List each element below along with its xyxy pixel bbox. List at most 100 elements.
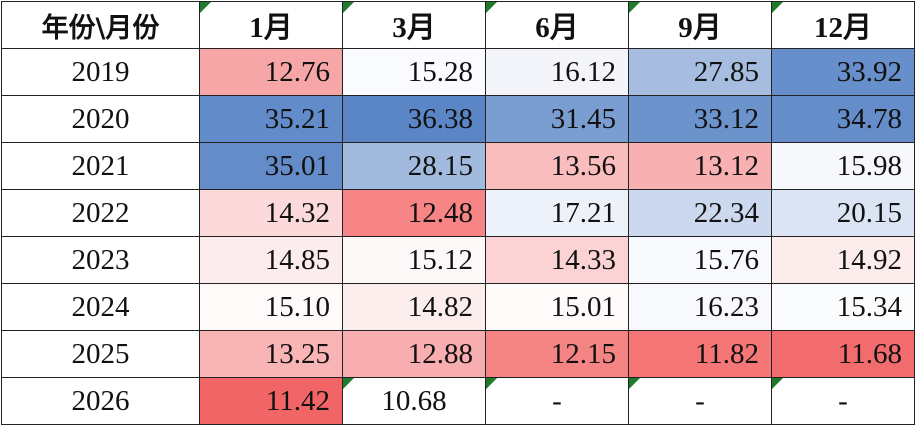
cell-value: 33.12 xyxy=(693,102,759,135)
table-cell[interactable]: 27.85 xyxy=(628,48,772,96)
row-year-label: 2024 xyxy=(1,283,200,331)
cell-value: 11.42 xyxy=(265,384,330,417)
table-cell[interactable]: 36.38 xyxy=(342,95,486,143)
table-row: 2023 14.85 15.12 14.33 15.76 14.92 xyxy=(1,236,915,284)
cell-value: 13.25 xyxy=(264,337,330,370)
cell-value: 15.10 xyxy=(264,290,330,323)
cell-value: 34.78 xyxy=(836,102,902,135)
data-table: 年份\月份 1月 3月 6月 9月 12月 2019 12.76 15.28 16.1… xyxy=(1,1,915,425)
table-cell[interactable]: 16.23 xyxy=(628,283,772,331)
table-cell[interactable]: 13.12 xyxy=(628,142,772,190)
table-cell[interactable]: 14.82 xyxy=(342,283,486,331)
table-cell[interactable]: 15.76 xyxy=(628,236,772,284)
table-row: 2019 12.76 15.28 16.12 27.85 33.92 xyxy=(1,48,915,96)
table-cell[interactable]: 34.78 xyxy=(771,95,915,143)
cell-value: 15.28 xyxy=(407,55,473,88)
cell-value: 16.12 xyxy=(550,55,616,88)
table-row: 2026 11.42 10.68 - - - xyxy=(1,377,915,425)
table-cell[interactable]: 15.10 xyxy=(199,283,343,331)
row-year-label: 2021 xyxy=(1,142,200,190)
corner-header: 年份\月份 xyxy=(1,1,200,49)
table-cell[interactable]: 16.12 xyxy=(485,48,629,96)
table-cell[interactable]: 13.25 xyxy=(199,330,343,378)
cell-value: 15.34 xyxy=(836,290,902,323)
cell-value: 14.32 xyxy=(264,196,330,229)
table-cell[interactable]: 35.01 xyxy=(199,142,343,190)
table-cell[interactable]: 11.82 xyxy=(628,330,772,378)
cell-value: 17.21 xyxy=(550,196,616,229)
cell-value: 15.12 xyxy=(407,243,473,276)
table-cell[interactable]: - xyxy=(628,377,772,425)
cell-value: 14.92 xyxy=(836,243,902,276)
table-cell[interactable]: 20.15 xyxy=(771,189,915,237)
table-cell[interactable]: 28.15 xyxy=(342,142,486,190)
table-cell[interactable]: 14.85 xyxy=(199,236,343,284)
comment-flag-icon xyxy=(486,378,497,389)
cell-value: 10.68 xyxy=(381,384,447,417)
table-row: 2025 13.25 12.88 12.15 11.82 11.68 xyxy=(1,330,915,378)
table-cell[interactable]: 12.15 xyxy=(485,330,629,378)
table-cell[interactable]: - xyxy=(485,377,629,425)
cell-value: 14.85 xyxy=(264,243,330,276)
column-header: 9月 xyxy=(628,1,772,49)
comment-flag-icon xyxy=(629,2,640,13)
cell-value: 16.23 xyxy=(693,290,759,323)
column-header: 6月 xyxy=(485,1,629,49)
table-cell[interactable]: 15.34 xyxy=(771,283,915,331)
table-cell[interactable]: 31.45 xyxy=(485,95,629,143)
table-cell[interactable]: - xyxy=(771,377,915,425)
cell-value: - xyxy=(838,384,848,417)
column-header: 3月 xyxy=(342,1,486,49)
table-cell[interactable]: 11.42 xyxy=(199,377,343,425)
comment-flag-icon xyxy=(486,2,497,13)
cell-value: - xyxy=(552,384,562,417)
cell-value: 15.76 xyxy=(693,243,759,276)
cell-value: 11.82 xyxy=(694,337,759,370)
column-header-label: 6月 xyxy=(535,12,579,44)
table-cell[interactable]: 35.21 xyxy=(199,95,343,143)
cell-value: 14.33 xyxy=(550,243,616,276)
comment-flag-icon xyxy=(343,378,354,389)
cell-value: 12.15 xyxy=(550,337,616,370)
cell-value: 13.12 xyxy=(693,149,759,182)
cell-value: 35.01 xyxy=(264,149,330,182)
table-cell[interactable]: 15.12 xyxy=(342,236,486,284)
cell-value: 11.68 xyxy=(837,337,902,370)
cell-value: 12.48 xyxy=(407,196,473,229)
cell-value: 13.56 xyxy=(550,149,616,182)
cell-value: 15.01 xyxy=(550,290,616,323)
row-year-label: 2023 xyxy=(1,236,200,284)
table-cell[interactable]: 15.01 xyxy=(485,283,629,331)
table-cell[interactable]: 22.34 xyxy=(628,189,772,237)
header-row: 年份\月份 1月 3月 6月 9月 12月 xyxy=(1,1,915,49)
table-cell[interactable]: 17.21 xyxy=(485,189,629,237)
table-cell[interactable]: 12.88 xyxy=(342,330,486,378)
column-header-label: 1月 xyxy=(249,12,293,44)
row-year-label: 2025 xyxy=(1,330,200,378)
cell-value: 27.85 xyxy=(693,55,759,88)
table-row: 2024 15.10 14.82 15.01 16.23 15.34 xyxy=(1,283,915,331)
table-cell[interactable]: 33.12 xyxy=(628,95,772,143)
column-header: 12月 xyxy=(771,1,915,49)
row-year-label: 2019 xyxy=(1,48,200,96)
row-year-label: 2022 xyxy=(1,189,200,237)
table-cell[interactable]: 14.32 xyxy=(199,189,343,237)
table-cell[interactable]: 10.68 xyxy=(342,377,486,425)
table-cell[interactable]: 12.76 xyxy=(199,48,343,96)
comment-flag-icon xyxy=(772,2,783,13)
cell-value: - xyxy=(695,384,705,417)
column-header-label: 12月 xyxy=(813,12,872,44)
table-cell[interactable]: 13.56 xyxy=(485,142,629,190)
table-cell[interactable]: 12.48 xyxy=(342,189,486,237)
table-cell[interactable]: 15.28 xyxy=(342,48,486,96)
table-cell[interactable]: 14.92 xyxy=(771,236,915,284)
comment-flag-icon xyxy=(772,378,783,389)
table-cell[interactable]: 14.33 xyxy=(485,236,629,284)
table-row: 2021 35.01 28.15 13.56 13.12 15.98 xyxy=(1,142,915,190)
table-cell[interactable]: 33.92 xyxy=(771,48,915,96)
table-cell[interactable]: 11.68 xyxy=(771,330,915,378)
column-header-label: 3月 xyxy=(392,12,436,44)
table-cell[interactable]: 15.98 xyxy=(771,142,915,190)
cell-value: 33.92 xyxy=(836,55,902,88)
comment-flag-icon xyxy=(200,2,211,13)
